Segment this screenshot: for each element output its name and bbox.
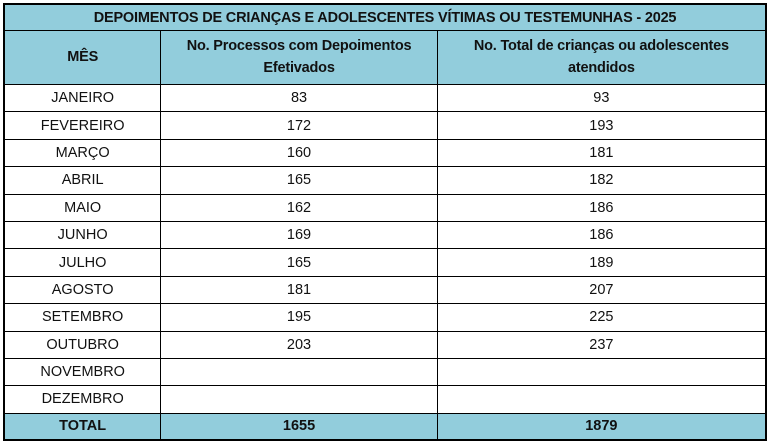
table-title: DEPOIMENTOS DE CRIANÇAS E ADOLESCENTES V… [3,3,767,31]
cell-processos: 165 [160,166,438,195]
cell-month: JUNHO [3,220,162,250]
cell-month: DEZEMBRO [3,385,162,414]
total-label: TOTAL [3,412,162,441]
table-header-row: MÊS No. Processos com Depoimentos Efetiv… [3,30,767,85]
cell-month: JANEIRO [3,83,162,113]
table-row-setembro: SETEMBRO 195 225 [3,303,767,332]
table-row-marco: MARÇO 160 181 [3,138,767,168]
cell-atendidos: 182 [436,166,767,195]
cell-atendidos: 207 [436,275,767,305]
table-row-janeiro: JANEIRO 83 93 [3,83,767,113]
cell-processos: 162 [160,193,438,222]
cell-month: JULHO [3,248,162,277]
total-processos: 1655 [160,412,438,441]
cell-processos: 195 [160,303,438,332]
cell-month: ABRIL [3,166,162,195]
cell-month: MAIO [3,193,162,222]
cell-atendidos [436,357,767,387]
cell-atendidos: 237 [436,330,767,359]
table-row-novembro: NOVEMBRO [3,357,767,387]
cell-processos: 203 [160,330,438,359]
table-row-agosto: AGOSTO 181 207 [3,275,767,305]
cell-atendidos [436,385,767,414]
cell-atendidos: 189 [436,248,767,277]
cell-atendidos: 186 [436,193,767,222]
cell-month: OUTUBRO [3,330,162,359]
cell-processos: 165 [160,248,438,277]
total-atendidos: 1879 [436,412,767,441]
table-row-fevereiro: FEVEREIRO 172 193 [3,111,767,140]
column-header-month: MÊS [3,30,162,85]
cell-month: MARÇO [3,138,162,168]
column-header-processos: No. Processos com Depoimentos Efetivados [160,30,438,85]
cell-atendidos: 225 [436,303,767,332]
depoimentos-table: DEPOIMENTOS DE CRIANÇAS E ADOLESCENTES V… [3,3,767,441]
cell-atendidos: 186 [436,220,767,250]
table-row-maio: MAIO 162 186 [3,193,767,222]
table-row-julho: JULHO 165 189 [3,248,767,277]
table-row-junho: JUNHO 169 186 [3,220,767,250]
cell-processos: 83 [160,83,438,113]
cell-atendidos: 181 [436,138,767,168]
cell-processos [160,385,438,414]
cell-month: SETEMBRO [3,303,162,332]
cell-processos: 181 [160,275,438,305]
cell-processos: 169 [160,220,438,250]
cell-month: AGOSTO [3,275,162,305]
cell-processos [160,357,438,387]
cell-month: NOVEMBRO [3,357,162,387]
cell-processos: 172 [160,111,438,140]
table-row-dezembro: DEZEMBRO [3,385,767,414]
table-title-row: DEPOIMENTOS DE CRIANÇAS E ADOLESCENTES V… [3,3,767,31]
table-row-outubro: OUTUBRO 203 237 [3,330,767,359]
table-row-abril: ABRIL 165 182 [3,166,767,195]
column-header-atendidos: No. Total de crianças ou adolescentes at… [436,30,767,85]
table-total-row: TOTAL 1655 1879 [3,412,767,441]
cell-processos: 160 [160,138,438,168]
cell-atendidos: 93 [436,83,767,113]
cell-atendidos: 193 [436,111,767,140]
cell-month: FEVEREIRO [3,111,162,140]
